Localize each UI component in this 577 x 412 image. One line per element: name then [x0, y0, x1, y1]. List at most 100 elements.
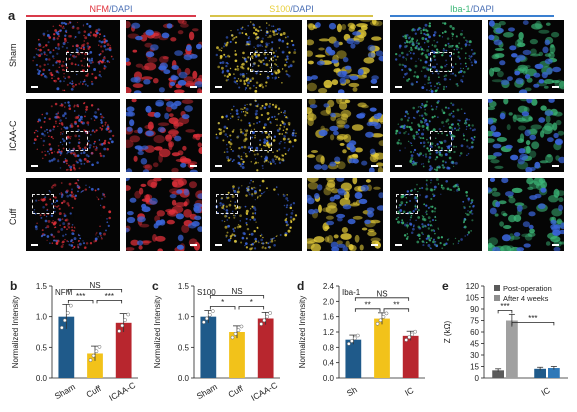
data-point	[375, 321, 380, 326]
row-label-cuff: Cuff	[8, 208, 18, 225]
data-point	[62, 318, 67, 323]
x-tick-label: ICAA-C	[107, 380, 137, 403]
y-axis-label: Normalized Intensity	[153, 296, 162, 368]
x-tick-label: IC	[539, 385, 551, 398]
y-tick-label: 15	[470, 363, 479, 372]
scale-bar	[395, 244, 402, 246]
bar-after4weeks-0	[506, 320, 518, 378]
zoom-micrograph-iba1-cuff	[488, 178, 564, 251]
data-point	[378, 318, 383, 323]
y-tick-label: 0.0	[36, 374, 48, 383]
data-point	[210, 309, 215, 313]
data-point	[404, 338, 409, 342]
bar-ic	[402, 335, 419, 378]
legend-swatch	[494, 295, 500, 301]
data-point	[68, 303, 73, 308]
y-tick-label: 30	[470, 351, 479, 360]
y-tick-label: 1.0	[36, 313, 48, 322]
scale-bar	[31, 244, 38, 246]
scale-bar	[31, 165, 38, 167]
legend-label: After 4 weeks	[503, 294, 549, 303]
bar-sham	[58, 316, 75, 378]
data-point	[355, 333, 360, 338]
data-point	[120, 323, 125, 328]
bar-group1	[374, 318, 390, 378]
significance-bracket	[238, 306, 265, 310]
x-tick-label: Sham	[195, 382, 219, 402]
bar-postoperation-1	[534, 368, 546, 378]
zoom-micrograph-nfm-icaac	[126, 99, 202, 172]
y-tick-label: 0.0	[178, 374, 190, 383]
data-point	[268, 311, 273, 315]
overview-micrograph-iba1-icaac	[390, 99, 482, 172]
scale-bar	[31, 86, 38, 88]
zoom-micrograph-s100-cuff	[307, 178, 383, 251]
stain-name: Iba-1	[449, 4, 471, 14]
scale-bar	[371, 86, 378, 88]
scale-bar	[552, 165, 559, 167]
data-point	[59, 325, 64, 330]
x-tick-label: Cuff	[84, 383, 103, 400]
significance-label: *	[250, 298, 253, 307]
panel-letter-a: a	[8, 8, 16, 23]
zoom-region-box	[430, 131, 452, 151]
significance-label: ***	[105, 292, 114, 301]
zoom-micrograph-iba1-sham	[488, 20, 564, 93]
y-tick-label: 60	[470, 328, 479, 337]
significance-bracket	[96, 299, 123, 304]
counterstain-name: /DAPI	[470, 4, 495, 14]
y-tick-label: 75	[470, 317, 479, 326]
significance-label: NS	[231, 287, 242, 296]
scale-bar	[190, 165, 197, 167]
scale-bar	[215, 165, 222, 167]
panel-letter-b: b	[10, 279, 17, 293]
y-tick-label: 1.5	[178, 282, 190, 291]
scale-bar	[190, 86, 197, 88]
bar-icaac	[115, 322, 132, 378]
y-tick-label: 0	[475, 374, 480, 383]
overview-micrograph-s100-cuff	[210, 178, 302, 251]
significance-label: *	[221, 298, 224, 307]
scale-bar	[190, 244, 197, 246]
zoom-region-box	[32, 194, 54, 214]
data-point	[123, 318, 128, 322]
data-point	[352, 336, 357, 341]
data-point	[201, 320, 206, 325]
significance-bracket	[209, 295, 265, 299]
y-tick-label: 1.5	[36, 282, 48, 291]
significance-bracket	[383, 308, 410, 312]
overview-micrograph-iba1-sham	[390, 20, 482, 93]
chart-c: c Normalized Intensity 0.0 0.5 1.0 1.5 S100 Sha…	[150, 278, 286, 411]
significance-label: ***	[76, 292, 85, 301]
x-tick-label: Cuff	[226, 383, 245, 400]
data-point	[384, 311, 389, 316]
data-point	[413, 329, 418, 334]
data-point	[407, 335, 412, 340]
column-header-s100: S100/DAPI	[210, 4, 373, 14]
significance-bracket	[67, 299, 94, 304]
chart-e: e Z (kΩ) 0 15 30 45 60 75 90 105 120 IC Post-operati…	[440, 278, 574, 411]
y-tick-label: 2.4	[323, 282, 335, 291]
significance-label: ***	[528, 314, 537, 323]
scale-bar	[215, 86, 222, 88]
legend-label: Post-operation	[503, 284, 552, 293]
y-tick-label: 105	[466, 294, 480, 303]
column-header-nfm: NFM/DAPI	[26, 4, 196, 14]
y-tick-label: 90	[470, 305, 479, 314]
chart-b: b Normalized Intensity 0.0 0.5 1.0 1.5 NFM Sham…	[8, 278, 144, 411]
data-point	[65, 311, 70, 315]
overview-micrograph-nfm-cuff	[26, 178, 120, 251]
y-tick-label: 0.5	[178, 343, 190, 352]
overview-micrograph-s100-sham	[210, 20, 302, 93]
data-point	[259, 322, 264, 326]
y-tick-label: 1.0	[178, 313, 190, 322]
y-tick-label: 120	[466, 282, 480, 291]
panel-letter-e: e	[442, 279, 449, 293]
x-tick-label: ICAA-C	[249, 380, 279, 403]
y-tick-label: 1.6	[323, 313, 335, 322]
zoom-micrograph-s100-icaac	[307, 99, 383, 172]
y-tick-label: 0.5	[36, 343, 48, 352]
overview-micrograph-iba1-cuff	[390, 178, 482, 251]
y-axis-label: Normalized Intensity	[11, 296, 20, 368]
data-point	[117, 329, 122, 333]
